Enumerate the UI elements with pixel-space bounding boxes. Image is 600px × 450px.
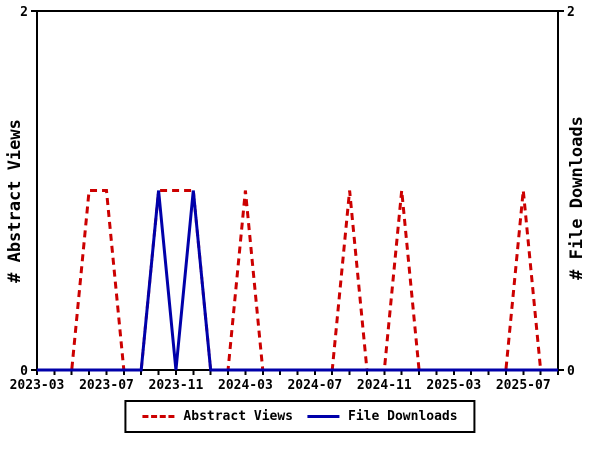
x-tick-label: 2025-07 [496,378,551,393]
y-tick-label-right: 2 [567,5,575,20]
y-tick-label-right: 0 [567,364,575,379]
legend-item-abstract-views: Abstract Views [142,409,293,424]
legend-label-file-downloads: File Downloads [348,409,458,424]
series-line-abstract-views [37,189,558,372]
x-tick-label: 2023-03 [10,378,65,393]
x-tick-label: 2023-07 [79,378,134,393]
x-tick-label: 2025-03 [426,378,481,393]
y-tick-label-left: 0 [20,364,28,379]
series-line-file-downloads [37,190,558,372]
plot-border [36,10,559,371]
x-tick-label: 2023-11 [149,378,204,393]
y-axis-label-right: # File Downloads [567,116,587,280]
y-axis-label-left: # Abstract Views [5,119,25,283]
solid-line-sample-icon [307,415,339,418]
x-tick-label: 2024-07 [287,378,342,393]
x-tick-label: 2024-11 [357,378,412,393]
dashed-line-sample-icon [142,415,175,418]
legend-label-abstract-views: Abstract Views [183,409,293,424]
legend-item-file-downloads: File Downloads [307,409,458,424]
x-tick-label: 2024-03 [218,378,273,393]
legend-box: Abstract Views File Downloads [124,400,476,433]
y-tick-label-left: 2 [20,5,28,20]
